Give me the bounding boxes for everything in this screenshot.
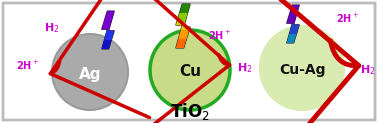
Text: H$_2$: H$_2$ (44, 21, 60, 35)
Bar (167, 39, 199, 48)
Bar (94, 21, 122, 30)
Polygon shape (176, 4, 190, 48)
Bar (279, 24, 307, 33)
FancyBboxPatch shape (3, 3, 375, 120)
Polygon shape (287, 5, 299, 43)
Bar (94, 39, 122, 49)
Bar (279, 5, 307, 15)
Bar (279, 33, 307, 43)
Bar (94, 11, 122, 21)
Circle shape (150, 30, 230, 110)
Text: Ag: Ag (79, 67, 101, 82)
Text: Cu-Ag: Cu-Ag (279, 63, 325, 77)
Text: H$_2$: H$_2$ (360, 63, 376, 77)
Text: 2H$^+$: 2H$^+$ (336, 11, 359, 25)
Text: TiO$_2$: TiO$_2$ (170, 101, 210, 123)
Bar (94, 30, 122, 39)
Text: 2H$^+$: 2H$^+$ (208, 28, 232, 42)
Circle shape (52, 34, 128, 110)
Bar (167, 13, 199, 22)
Bar (279, 15, 307, 24)
Text: H$_2$: H$_2$ (237, 61, 253, 75)
Text: Cu: Cu (179, 64, 201, 79)
Circle shape (260, 26, 344, 110)
Bar (167, 4, 199, 13)
Text: 2H$^+$: 2H$^+$ (16, 58, 40, 72)
Polygon shape (102, 11, 114, 49)
Bar (167, 30, 199, 39)
Bar (167, 22, 199, 30)
